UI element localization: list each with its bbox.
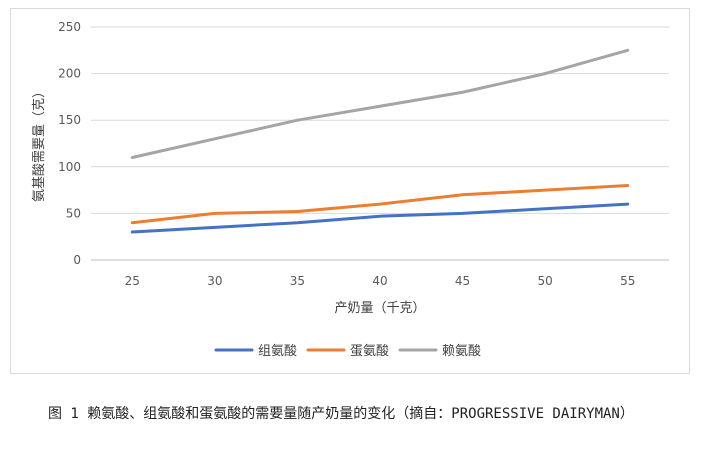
y-tick-label: 100 <box>58 160 81 174</box>
x-tick-label: 25 <box>125 274 140 288</box>
series-lines <box>130 48 630 234</box>
y-tick-label: 50 <box>66 206 81 220</box>
x-tick-labels: 25 30 35 40 45 50 55 <box>125 274 636 288</box>
y-axis-label: 氨基酸需要量（克） <box>32 85 47 202</box>
y-tick-label: 250 <box>58 20 81 34</box>
line-chart: 0 50 100 150 200 250 25 30 35 40 45 50 55 产奶量（千克） 氨… <box>32 20 669 359</box>
x-tick-label: 35 <box>290 274 305 288</box>
y-tick-label: 0 <box>73 253 81 267</box>
x-axis-label: 产奶量（千克） <box>334 301 425 316</box>
gridlines <box>91 26 669 261</box>
series-line <box>130 202 630 234</box>
legend-label: 组氨酸 <box>258 344 297 359</box>
x-tick-label: 40 <box>372 274 387 288</box>
y-tick-labels: 0 50 100 150 200 250 <box>58 20 81 267</box>
x-tick-label: 45 <box>455 274 470 288</box>
y-tick-label: 200 <box>58 67 81 81</box>
series-line <box>130 48 630 159</box>
series-line <box>130 183 630 225</box>
figure-caption: 图 1 赖氨酸、组氨酸和蛋氨酸的需要量随产奶量的变化（摘自：PROGRESSIV… <box>48 406 634 422</box>
chart-frame: 0 50 100 150 200 250 25 30 35 40 45 50 55 产奶量（千克） 氨… <box>10 8 690 374</box>
y-tick-label: 150 <box>58 113 81 127</box>
legend-label: 蛋氨酸 <box>350 344 389 359</box>
x-tick-label: 50 <box>538 274 553 288</box>
legend-label: 赖氨酸 <box>442 344 481 359</box>
x-tick-label: 30 <box>207 274 222 288</box>
x-tick-label: 55 <box>620 274 635 288</box>
legend: 组氨酸 蛋氨酸 赖氨酸 <box>214 344 481 359</box>
